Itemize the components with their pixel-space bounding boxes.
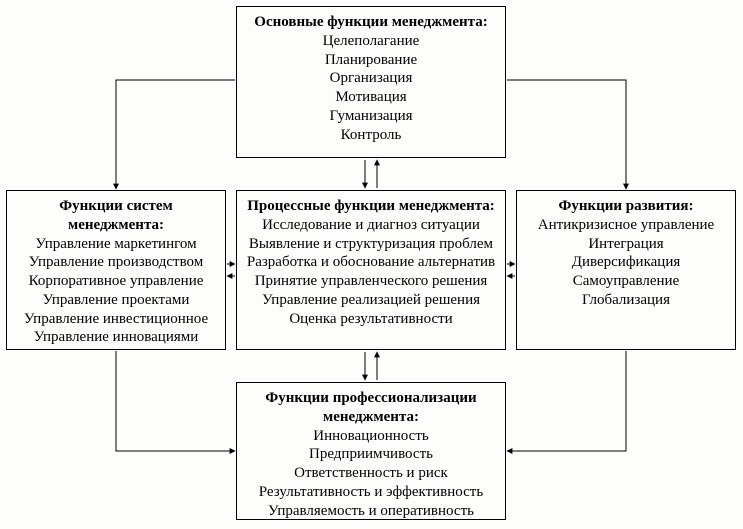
node-item: Целеполагание [241,32,501,51]
node-title: Функции развития: [521,197,731,216]
node-item: Принятие управленческого решения [241,272,501,291]
node-item: Глобализация [521,291,731,310]
node-item: Диверсификация [521,253,731,272]
node-item: Корпоративное управление [11,272,221,291]
node-title: Процессные функции менеджмента: [241,197,501,216]
node-item: Управление проектами [11,291,221,310]
node-item: Управление маркетингом [11,235,221,254]
node-item: Самоуправление [521,272,731,291]
node-title: Основные функции менеджмента: [241,13,501,32]
node-item: Оценка результативности [241,310,501,329]
node-item: Планирование [241,51,501,70]
node-item: Организация [241,69,501,88]
node-item: Предприимчивость [241,445,501,464]
node-item: Антикризисное управление [521,216,731,235]
node-item: Управление производством [11,253,221,272]
node-main-functions: Основные функции менеджмента:Целеполаган… [236,6,506,158]
node-system-functions: Функции систем менеджмента:Управление ма… [6,190,226,350]
node-item: Контроль [241,126,501,145]
node-development-functions: Функции развития:Антикризисное управлени… [516,190,736,350]
node-title: Функции систем менеджмента: [11,197,221,235]
diagram-canvas: Основные функции менеджмента:Целеполаган… [0,0,743,529]
node-item: Управление реализацией решения [241,291,501,310]
node-item: Инновационность [241,427,501,446]
node-item: Выявление и структуризация проблем [241,235,501,254]
node-item: Разработка и обоснование альтернатив [241,253,501,272]
node-item: Управление инновациями [11,328,221,347]
node-item: Результативность и эффективность [241,483,501,502]
node-item: Управление инвестиционное [11,310,221,329]
node-item: Интеграция [521,235,731,254]
node-item: Управляемость и оперативность [241,502,501,521]
node-item: Исследование и диагноз ситуации [241,216,501,235]
node-item: Гуманизация [241,107,501,126]
node-title: Функции профессионализации менеджмента: [241,389,501,427]
node-professionalization-functions: Функции профессионализации менеджмента:И… [236,382,506,520]
node-process-functions: Процессные функции менеджмента:Исследова… [236,190,506,350]
node-item: Ответственность и риск [241,464,501,483]
node-item: Мотивация [241,88,501,107]
